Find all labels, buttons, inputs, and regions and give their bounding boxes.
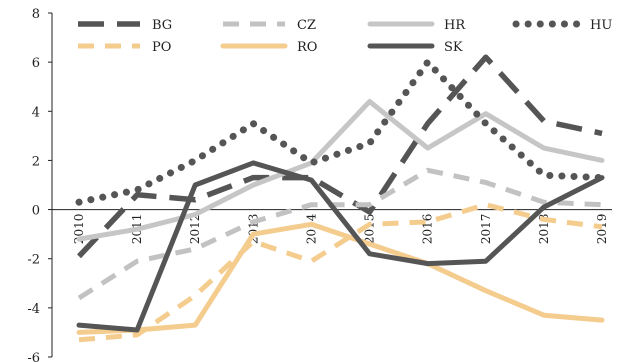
x-tick-labels: 2010 2011 2012 2013 2014 2015 2016 2017 2018 2019 [72, 213, 609, 244]
legend-label-cz: CZ [297, 18, 316, 33]
y-tick-label: 2 [32, 154, 40, 169]
legend-label-hu: HU [590, 18, 612, 33]
series-line-sk [76, 160, 605, 333]
legend-label-sk: SK [444, 40, 463, 55]
x-tick-label: 2012 [188, 214, 202, 245]
series-line-po [78, 202, 603, 343]
x-tick-label: 2019 [595, 214, 609, 245]
legend-label-hr: HR [444, 18, 466, 33]
chart-axes [51, 13, 612, 357]
chart-series [75, 54, 606, 343]
legend-label-bg: BG [152, 18, 172, 33]
series-line-hr [76, 99, 605, 242]
series-line-bg [77, 54, 603, 259]
series-line-cz [77, 167, 603, 301]
y-tick-label: 8 [32, 7, 40, 22]
x-tick-label: 2017 [479, 214, 493, 245]
y-tick-label: -2 [27, 253, 40, 268]
legend-label-po: PO [152, 40, 171, 55]
x-tick-label: 2016 [421, 214, 435, 245]
y-tick-label: 6 [32, 56, 40, 71]
y-tick-labels: 8 6 4 2 0 -2 -4 -6 [27, 7, 52, 362]
legend-label-ro: RO [297, 40, 317, 55]
y-tick-label: 4 [32, 105, 40, 120]
x-tick-label: 2015 [363, 214, 377, 245]
y-tick-label: 0 [32, 204, 40, 219]
chart-legend: BG CZ HR HU PO RO SK [78, 18, 612, 55]
y-tick-label: -4 [27, 302, 40, 317]
x-tick-label: 2014 [304, 213, 318, 244]
series-line-ro [76, 221, 605, 335]
y-tick-label: -6 [27, 351, 40, 362]
